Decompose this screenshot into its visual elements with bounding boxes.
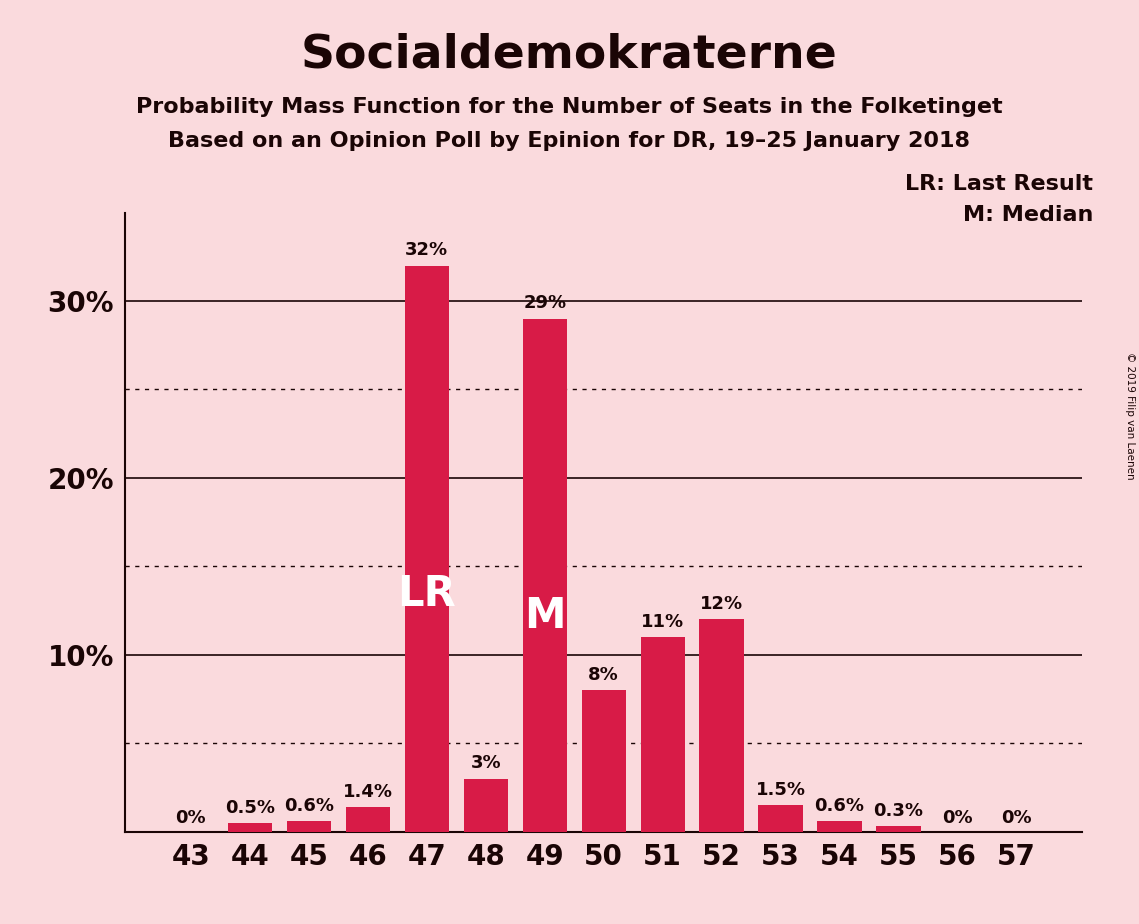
Bar bbox=[228, 822, 272, 832]
Bar bbox=[759, 805, 803, 832]
Text: 1.4%: 1.4% bbox=[343, 783, 393, 800]
Text: Socialdemokraterne: Socialdemokraterne bbox=[301, 32, 838, 78]
Text: © 2019 Filip van Laenen: © 2019 Filip van Laenen bbox=[1125, 352, 1134, 480]
Bar bbox=[523, 319, 567, 832]
Bar bbox=[818, 821, 862, 832]
Text: 0%: 0% bbox=[942, 809, 973, 827]
Text: 0%: 0% bbox=[1001, 809, 1032, 827]
Text: 0.6%: 0.6% bbox=[814, 796, 865, 815]
Text: LR: LR bbox=[398, 573, 456, 614]
Bar bbox=[876, 826, 920, 832]
Text: 32%: 32% bbox=[405, 241, 449, 260]
Text: 0.6%: 0.6% bbox=[284, 796, 334, 815]
Text: M: Median: M: Median bbox=[964, 205, 1093, 225]
Bar bbox=[345, 807, 390, 832]
Bar bbox=[287, 821, 331, 832]
Bar bbox=[582, 690, 625, 832]
Bar bbox=[640, 637, 685, 832]
Text: 0.3%: 0.3% bbox=[874, 802, 924, 821]
Bar bbox=[699, 619, 744, 832]
Bar bbox=[404, 265, 449, 832]
Text: 0%: 0% bbox=[175, 809, 206, 827]
Text: 12%: 12% bbox=[700, 595, 743, 614]
Text: Based on an Opinion Poll by Epinion for DR, 19–25 January 2018: Based on an Opinion Poll by Epinion for … bbox=[169, 131, 970, 152]
Text: 8%: 8% bbox=[589, 666, 618, 684]
Text: 11%: 11% bbox=[641, 613, 685, 631]
Text: 29%: 29% bbox=[523, 295, 566, 312]
Text: M: M bbox=[524, 595, 565, 638]
Text: 1.5%: 1.5% bbox=[755, 781, 805, 799]
Text: LR: Last Result: LR: Last Result bbox=[906, 174, 1093, 194]
Text: Probability Mass Function for the Number of Seats in the Folketinget: Probability Mass Function for the Number… bbox=[137, 97, 1002, 117]
Text: 0.5%: 0.5% bbox=[224, 798, 274, 817]
Bar bbox=[464, 779, 508, 832]
Text: 3%: 3% bbox=[470, 754, 501, 772]
